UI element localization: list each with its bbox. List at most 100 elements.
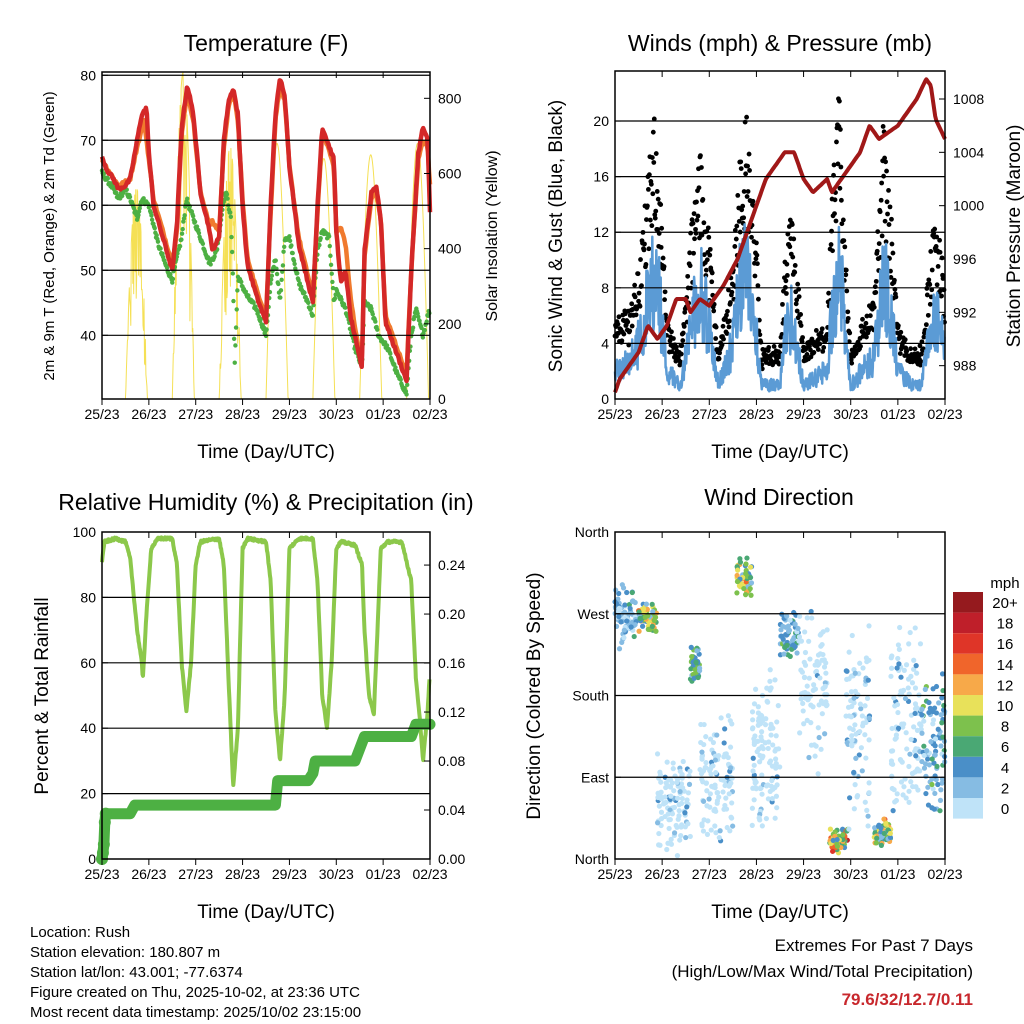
wind-direction-point bbox=[662, 813, 668, 820]
y-tick-label: 16 bbox=[593, 169, 609, 185]
dewpoint-point bbox=[370, 311, 375, 317]
wind-direction-point bbox=[819, 711, 825, 717]
wind-direction-point bbox=[751, 762, 757, 768]
wind-direction-point bbox=[678, 833, 684, 839]
gust-point bbox=[629, 301, 635, 307]
wind-direction-point bbox=[658, 779, 664, 785]
gust-point bbox=[845, 309, 851, 315]
dewpoint-point bbox=[292, 261, 297, 267]
wind-direction-point bbox=[679, 795, 685, 802]
wind-direction-point bbox=[631, 633, 637, 640]
dewpoint-point bbox=[405, 382, 410, 388]
x-tick-label: 25/23 bbox=[597, 406, 632, 422]
wind-direction-point bbox=[903, 662, 910, 668]
footer-location: Location: Rush bbox=[30, 924, 130, 941]
wind-direction-point bbox=[755, 704, 761, 710]
wind-direction-point bbox=[710, 763, 716, 769]
gust-point bbox=[826, 290, 832, 296]
dewpoint-point bbox=[263, 333, 269, 339]
dewpoint-point bbox=[231, 298, 236, 304]
wind-direction-point bbox=[860, 720, 866, 726]
wind-direction-point bbox=[621, 627, 627, 633]
wind-direction-point bbox=[624, 589, 630, 596]
wind-direction-point bbox=[938, 743, 944, 749]
sonic-wind-line bbox=[613, 223, 946, 393]
wind-direction-point bbox=[902, 695, 909, 702]
gust-point bbox=[933, 243, 939, 249]
gust-point bbox=[726, 324, 732, 330]
gust-point bbox=[633, 312, 639, 318]
wind-direction-point bbox=[862, 732, 868, 738]
gust-point bbox=[636, 298, 641, 304]
dewpoint-series bbox=[99, 168, 432, 397]
dewpoint-point bbox=[278, 288, 284, 293]
y2-tick-label: 0.24 bbox=[438, 557, 465, 573]
gust-point bbox=[843, 272, 849, 278]
wind-direction-point bbox=[751, 772, 757, 778]
winds-y2label: Station Pressure (Maroon) bbox=[1004, 125, 1024, 348]
wind-direction-point bbox=[782, 644, 788, 650]
gust-point bbox=[838, 164, 844, 170]
gust-point bbox=[923, 322, 929, 328]
legend-swatch bbox=[953, 715, 983, 737]
wind-direction-point bbox=[905, 685, 911, 691]
wind-direction-point bbox=[653, 628, 659, 634]
wind-direction-point bbox=[665, 783, 671, 789]
wind-direction-point bbox=[697, 668, 703, 674]
direction-xlabel: Time (Day/UTC) bbox=[711, 902, 849, 923]
temperature-axes: 25/23 26/23 27/23 28/23 29/23 30/23 01/23 02/23… bbox=[80, 67, 461, 422]
dewpoint-point bbox=[393, 365, 398, 370]
wind-direction-point bbox=[846, 826, 852, 832]
wind-direction-point bbox=[930, 717, 937, 723]
y2-tick-label: 1004 bbox=[953, 144, 984, 160]
wind-direction-point bbox=[883, 821, 889, 827]
y2-tick-label: 0.16 bbox=[438, 655, 465, 671]
wind-direction-point bbox=[815, 725, 821, 731]
gust-point bbox=[883, 159, 888, 165]
wind-direction-point bbox=[636, 628, 642, 634]
dewpoint-point bbox=[149, 217, 155, 222]
dewpoint-point bbox=[295, 271, 300, 276]
gust-point bbox=[780, 301, 785, 307]
x-tick-label: 29/23 bbox=[272, 406, 307, 422]
wind-direction-point bbox=[616, 646, 623, 652]
wind-direction-point bbox=[756, 815, 762, 821]
wind-direction-point bbox=[802, 662, 809, 668]
gust-point bbox=[887, 204, 893, 210]
wind-direction-point bbox=[891, 695, 897, 701]
wind-direction-point bbox=[834, 843, 840, 849]
gust-point bbox=[615, 321, 621, 327]
gust-point bbox=[883, 239, 889, 245]
gust-point bbox=[732, 227, 738, 233]
wind-direction-point bbox=[939, 695, 945, 701]
wind-direction-point bbox=[851, 695, 857, 701]
wind-direction-point bbox=[908, 779, 914, 785]
dewpoint-point bbox=[235, 288, 240, 293]
wind-direction-point bbox=[888, 673, 894, 679]
wind-direction-point bbox=[656, 830, 662, 837]
wind-direction-point bbox=[807, 656, 813, 662]
wind-direction-point bbox=[935, 726, 941, 732]
direction-title: Wind Direction bbox=[704, 484, 854, 510]
gust-point bbox=[658, 244, 664, 250]
wind-direction-point bbox=[798, 638, 805, 644]
gust-point bbox=[696, 185, 702, 191]
wind-direction-point bbox=[888, 758, 895, 764]
extremes-subheading: (High/Low/Max Wind/Total Precipitation) bbox=[672, 962, 973, 981]
wind-direction-point bbox=[898, 674, 904, 680]
wind-direction-point bbox=[924, 748, 930, 754]
wind-direction-point bbox=[921, 752, 927, 759]
gust-point bbox=[659, 225, 665, 231]
gust-point bbox=[625, 319, 631, 325]
wind-direction-point bbox=[725, 713, 731, 719]
gust-point bbox=[641, 247, 647, 253]
gust-point bbox=[845, 315, 851, 321]
gust-point bbox=[932, 226, 938, 232]
y-tick-label: 70 bbox=[80, 132, 96, 148]
gust-point bbox=[864, 334, 869, 340]
wind-direction-point bbox=[800, 708, 806, 714]
wind-direction-point bbox=[794, 650, 800, 656]
wind-direction-point bbox=[711, 807, 717, 814]
gust-point bbox=[824, 337, 830, 342]
gust-point bbox=[703, 267, 709, 273]
